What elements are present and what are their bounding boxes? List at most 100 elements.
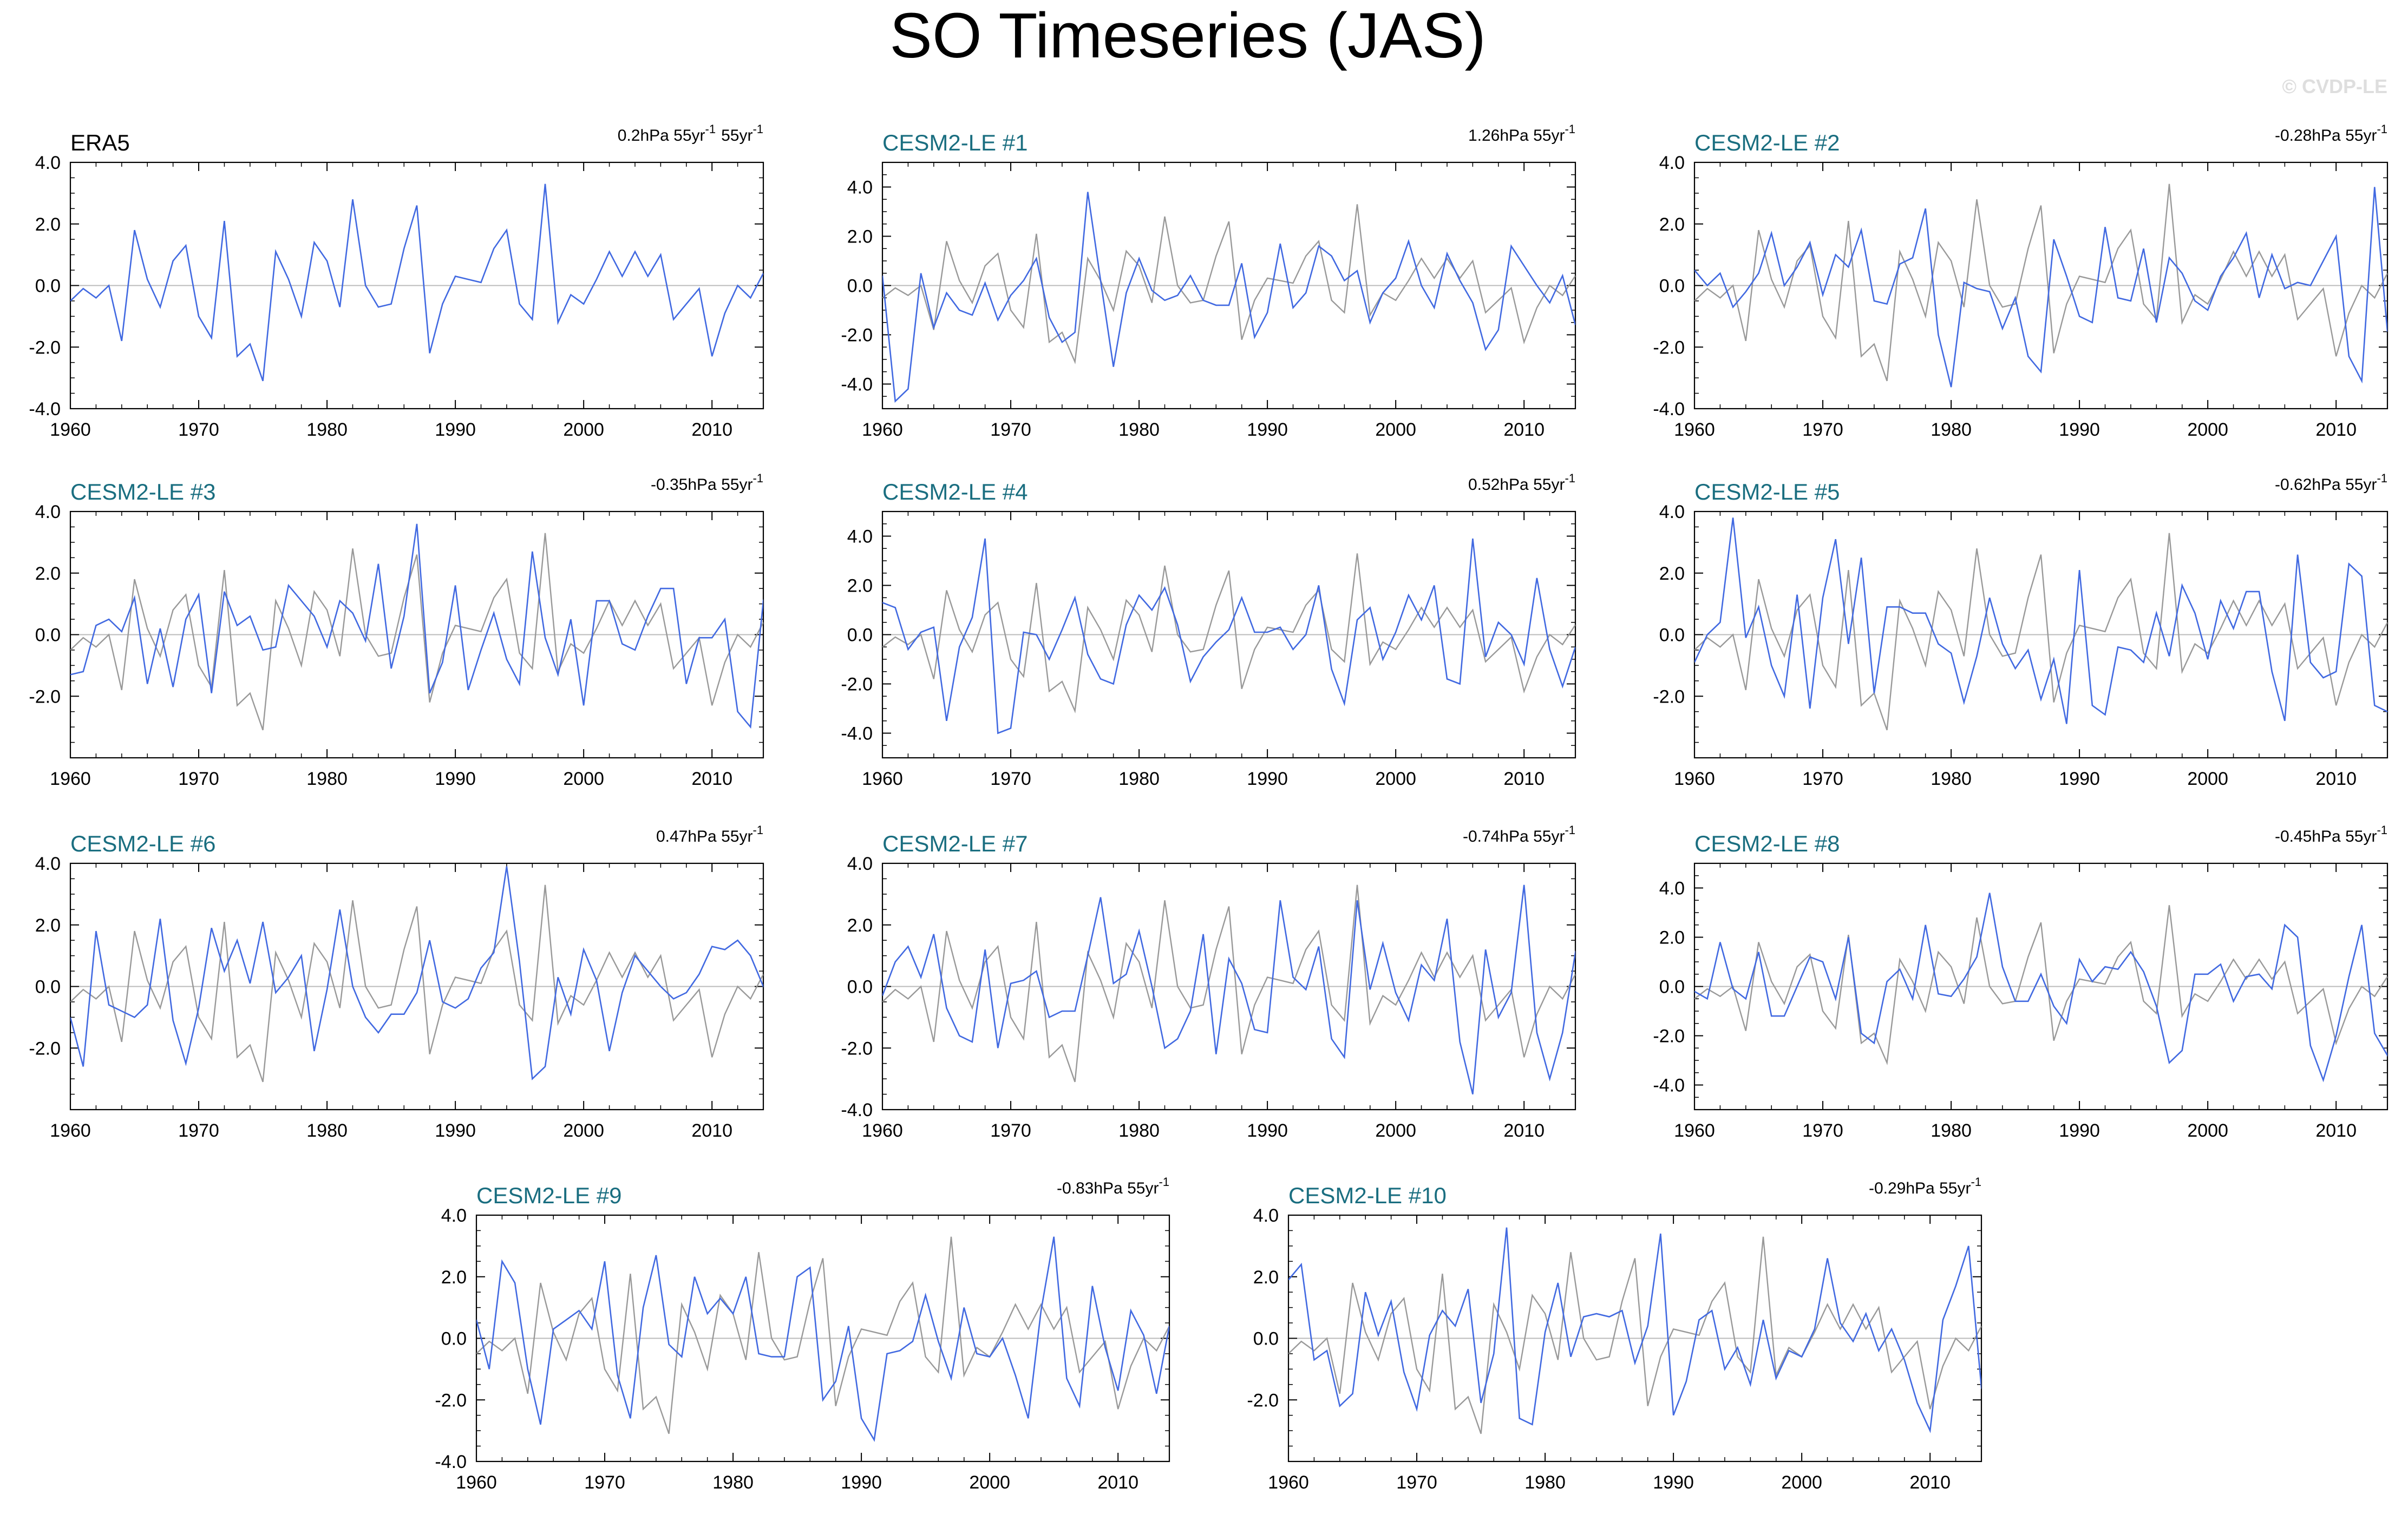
x-tick-label: 2010 — [1097, 1472, 1138, 1493]
panel-10: 4.0 2.0 0.0 -2.0 1960 1970 1980 1990 2000 2010 CES… — [1247, 1175, 1982, 1493]
x-tick-label: 1980 — [306, 1120, 348, 1141]
trend-exponent: -1 — [2377, 823, 2387, 837]
panel-title: CESM2-LE #4 — [882, 479, 1028, 504]
x-tick-label: 1990 — [1247, 419, 1288, 440]
obs-series-line — [70, 884, 763, 1083]
x-tick-label: 2000 — [563, 1120, 604, 1141]
y-tick-label: -2.0 — [1247, 1390, 1279, 1411]
x-tick-label: 1990 — [2059, 769, 2100, 789]
x-tick-label: 1980 — [1931, 1120, 1972, 1141]
panel-title: CESM2-LE #9 — [476, 1183, 621, 1208]
y-tick-label: 2.0 — [1253, 1267, 1279, 1288]
x-tick-label: 1960 — [1674, 419, 1715, 440]
x-tick-label: 1970 — [584, 1472, 625, 1493]
obs-series-line — [882, 553, 1575, 714]
panel-6: 4.0 2.0 0.0 -2.0 1960 1970 1980 1990 2000 2010 CES… — [29, 823, 764, 1141]
y-tick-label: 2.0 — [35, 563, 61, 584]
x-tick-label: 1980 — [712, 1472, 754, 1493]
trend-value: -0.28hPa 55yr — [2275, 127, 2377, 145]
panel-title: CESM2-LE #10 — [1288, 1183, 1447, 1208]
x-tick-label: 1960 — [862, 1120, 903, 1141]
series-line — [882, 884, 1575, 1094]
y-tick-label: 2.0 — [35, 214, 61, 235]
series-line — [70, 183, 763, 382]
y-tick-label: 0.0 — [35, 276, 61, 297]
series-line — [70, 866, 763, 1080]
x-tick-label: 1970 — [1802, 1120, 1843, 1141]
y-tick-label: 4.0 — [35, 502, 61, 522]
series-line — [70, 523, 763, 729]
y-tick-label: -4.0 — [841, 375, 873, 395]
x-tick-label: 2000 — [969, 1472, 1010, 1493]
y-tick-label: 0.0 — [1659, 625, 1685, 646]
x-tick-label: 2000 — [563, 419, 604, 440]
x-tick-label: 2000 — [2187, 769, 2228, 789]
x-tick-label: 2000 — [1781, 1472, 1822, 1493]
y-tick-label: 0.0 — [35, 625, 61, 646]
trend-value: -0.74hPa 55yr — [1463, 828, 1565, 845]
trend-label: -0.35hPa 55yr-1 — [651, 471, 763, 494]
panel-title: CESM2-LE #6 — [70, 831, 215, 856]
y-tick-label: 2.0 — [847, 227, 873, 247]
x-tick-label: 1960 — [50, 1120, 91, 1141]
x-tick-label: 2000 — [563, 769, 604, 789]
y-tick-label: -2.0 — [1653, 686, 1685, 707]
x-tick-label: 1980 — [1931, 769, 1972, 789]
x-tick-label: 2010 — [1503, 769, 1545, 789]
y-tick-label: -2.0 — [841, 1038, 873, 1059]
x-tick-label: 1990 — [2059, 419, 2100, 440]
y-tick-label: -2.0 — [1653, 1026, 1685, 1047]
y-tick-label: -4.0 — [1653, 399, 1685, 419]
y-tick-label: 0.0 — [1659, 276, 1685, 297]
x-tick-label: 1960 — [1268, 1472, 1309, 1493]
y-tick-label: 0.0 — [847, 977, 873, 998]
trend-label: -0.83hPa 55yr-1 — [1057, 1175, 1169, 1197]
x-tick-label: 1960 — [50, 419, 91, 440]
x-tick-label: 1990 — [435, 419, 476, 440]
series-line — [1288, 1227, 1981, 1433]
y-tick-label: -2.0 — [1653, 337, 1685, 358]
x-tick-label: 2010 — [1503, 419, 1545, 440]
y-tick-label: 4.0 — [847, 854, 873, 874]
trend-extra: 55yr — [721, 127, 752, 145]
panel-title: CESM2-LE #7 — [882, 831, 1028, 856]
x-tick-label: 2010 — [691, 769, 732, 789]
watermark: © CVDP-LE — [2282, 75, 2387, 97]
y-tick-label: 0.0 — [847, 625, 873, 646]
x-tick-label: 1960 — [456, 1472, 497, 1493]
x-tick-label: 1990 — [435, 769, 476, 789]
x-tick-label: 1960 — [862, 769, 903, 789]
trend-exponent: -1 — [705, 122, 716, 136]
y-tick-label: 0.0 — [1253, 1329, 1279, 1349]
trend-value: 1.26hPa 55yr — [1468, 127, 1565, 145]
x-tick-label: 1990 — [2059, 1120, 2100, 1141]
y-tick-label: -2.0 — [841, 325, 873, 346]
x-tick-label: 1990 — [1247, 1120, 1288, 1141]
y-tick-label: -2.0 — [29, 686, 61, 707]
trend-value: -0.35hPa 55yr — [651, 476, 752, 494]
obs-series-line — [1694, 183, 2387, 382]
trend-exponent: -1 — [1159, 1175, 1169, 1189]
y-tick-label: 4.0 — [847, 178, 873, 198]
panel-4: 4.0 2.0 0.0 -2.0 -4.0 1960 1970 1980 1990 2000 201… — [841, 471, 1576, 789]
y-tick-label: 2.0 — [35, 915, 61, 936]
y-tick-label: -4.0 — [29, 399, 61, 419]
series-line — [882, 192, 1575, 403]
x-tick-label: 1970 — [990, 769, 1031, 789]
y-tick-label: 0.0 — [35, 977, 61, 998]
y-tick-label: 2.0 — [1659, 563, 1685, 584]
y-tick-label: 0.0 — [1659, 977, 1685, 998]
x-tick-label: 1980 — [1524, 1472, 1566, 1493]
trend-label: 1.26hPa 55yr-1 — [1468, 122, 1575, 145]
panel-title: CESM2-LE #1 — [882, 130, 1028, 155]
x-tick-label: 1980 — [1931, 419, 1972, 440]
panel-title: CESM2-LE #3 — [70, 479, 215, 504]
x-tick-label: 2010 — [691, 1120, 732, 1141]
x-tick-label: 1960 — [862, 419, 903, 440]
trend-value: 0.2hPa 55yr — [618, 127, 705, 145]
x-tick-label: 1980 — [1118, 769, 1160, 789]
panel-1: 4.0 2.0 0.0 -2.0 -4.0 1960 1970 1980 1990 2000 201… — [841, 122, 1576, 440]
trend-exponent: -1 — [1565, 823, 1575, 837]
